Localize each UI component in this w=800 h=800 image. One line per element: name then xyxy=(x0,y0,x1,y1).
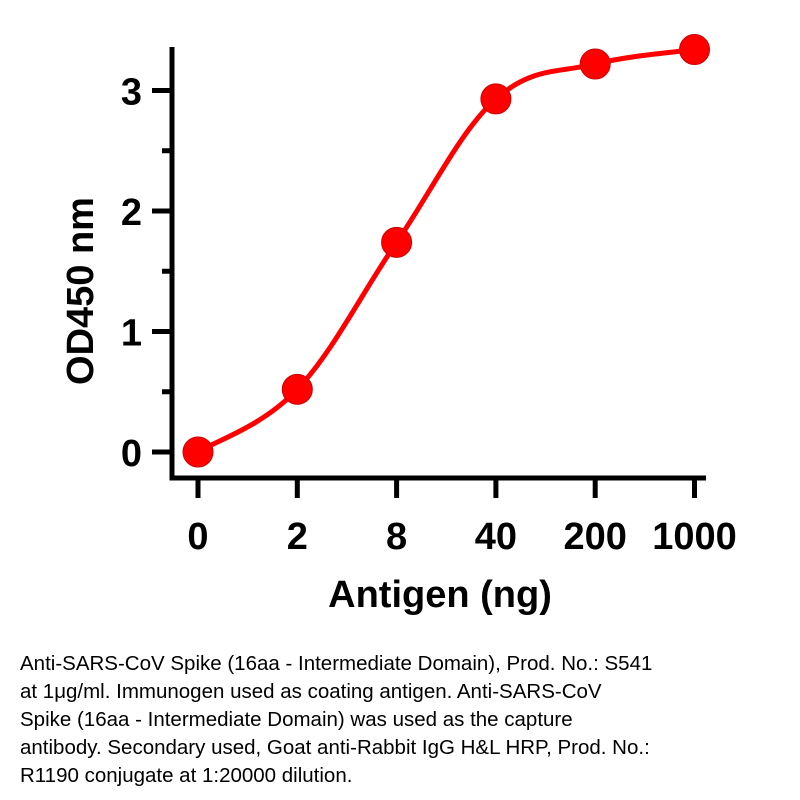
data-point xyxy=(579,48,611,80)
y-axis-title: OD450 nm xyxy=(60,197,102,385)
y-tick-label: 0 xyxy=(121,433,142,475)
data-point xyxy=(182,436,214,468)
data-point xyxy=(679,34,710,66)
x-tick-label: 40 xyxy=(475,516,517,558)
y-tick-label: 2 xyxy=(121,192,142,234)
y-tick-label: 1 xyxy=(121,313,142,355)
y-tick-label: 3 xyxy=(121,72,142,114)
data-point xyxy=(281,373,313,405)
x-tick-label: 2 xyxy=(287,516,308,558)
y-axis: 0 1 2 3 xyxy=(121,47,175,481)
x-axis: 0 2 8 40 200 1000 xyxy=(169,475,737,558)
data-point xyxy=(381,226,413,258)
x-tick-label: 200 xyxy=(563,516,626,558)
x-tick-label: 0 xyxy=(187,516,208,558)
x-axis-title: Antigen (ng) xyxy=(328,574,552,616)
series-line xyxy=(195,47,697,455)
data-point xyxy=(480,83,512,115)
series xyxy=(182,34,710,468)
figure-caption: Anti-SARS-CoV Spike (16aa - Intermediate… xyxy=(20,652,653,787)
x-tick-label: 1000 xyxy=(652,516,737,558)
x-tick-label: 8 xyxy=(386,516,407,558)
chart: 0 1 2 3 0 2 8 40 200 1000 OD450 nm Antigen (ng) xyxy=(60,34,737,616)
